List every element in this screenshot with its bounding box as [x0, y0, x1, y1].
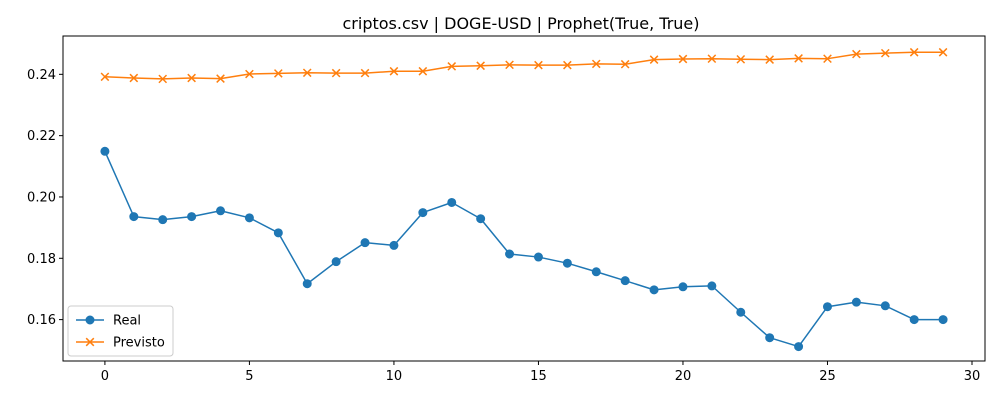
data-point-previsto: [707, 54, 717, 64]
data-point-previsto: [736, 54, 746, 64]
series-previsto: [100, 47, 948, 84]
data-point-real: [880, 301, 890, 311]
x-tick-label: 30: [964, 369, 981, 384]
x-tick-label: 20: [675, 369, 692, 384]
data-point-previsto: [563, 60, 572, 70]
data-point-real: [389, 240, 399, 250]
data-point-real: [765, 333, 775, 343]
data-point-real: [505, 249, 515, 259]
data-point-real: [100, 146, 110, 156]
legend-box: [67, 305, 174, 357]
x-tick-label: 0: [101, 369, 109, 384]
y-tick-label: 0.18: [27, 252, 56, 267]
data-point-previsto: [534, 60, 543, 70]
data-point-previsto: [938, 47, 948, 57]
axes: 0 5 10 15 20 25 30 0.16 0.18 0.20 0.22 0.24: [27, 35, 986, 384]
data-point-previsto: [187, 73, 196, 83]
data-point-real: [736, 307, 746, 317]
legend-marker-previsto: [85, 337, 95, 347]
data-point-real: [360, 238, 370, 248]
data-point-previsto: [158, 74, 168, 84]
data-point-real: [244, 213, 254, 223]
data-point-previsto: [765, 55, 775, 64]
data-point-previsto: [273, 69, 283, 78]
series-line-previsto: [104, 51, 944, 80]
data-point-real: [649, 285, 659, 295]
data-point-previsto: [389, 66, 399, 76]
data-point-real: [707, 281, 717, 291]
data-point-previsto: [216, 74, 225, 83]
data-point-previsto: [678, 54, 688, 64]
data-point-real: [158, 215, 168, 225]
x-tick-label: 25: [819, 369, 836, 384]
series-line-real: [104, 150, 944, 348]
data-point-previsto: [620, 59, 630, 69]
x-tick-label: 5: [245, 369, 253, 384]
y-tick-label: 0.16: [27, 313, 56, 328]
legend-label-previsto: Previsto: [113, 336, 165, 351]
data-point-previsto: [129, 73, 139, 83]
data-point-previsto: [100, 72, 110, 82]
data-point-previsto: [245, 69, 254, 79]
data-point-real: [533, 252, 543, 262]
data-point-real: [591, 267, 601, 277]
data-point-previsto: [823, 54, 832, 64]
legend-item-real: Real: [76, 314, 141, 329]
data-point-real: [678, 282, 688, 292]
x-tick-label: 15: [530, 369, 547, 384]
y-tick-label: 0.22: [27, 129, 56, 144]
data-point-previsto: [880, 48, 890, 58]
data-point-real: [447, 197, 457, 207]
data-point-previsto: [649, 55, 659, 64]
data-point-previsto: [360, 68, 370, 78]
legend-item-previsto: Previsto: [76, 336, 165, 351]
data-point-previsto: [302, 68, 312, 78]
data-point-real: [851, 297, 861, 307]
data-point-real: [562, 258, 572, 268]
data-point-real: [331, 257, 341, 267]
data-point-real: [187, 212, 197, 222]
series-group: [100, 47, 948, 352]
data-point-previsto: [331, 68, 341, 78]
y-tick-label: 0.24: [27, 68, 56, 83]
data-point-previsto: [447, 62, 457, 71]
legend: Real Previsto: [67, 305, 174, 357]
y-tick-label: 0.20: [27, 190, 56, 205]
legend-label-real: Real: [113, 314, 141, 329]
data-point-previsto: [591, 59, 601, 69]
data-point-real: [938, 315, 948, 325]
chart-title: criptos.csv | DOGE-USD | Prophet(True, T…: [343, 14, 700, 33]
data-point-real: [302, 279, 312, 289]
data-point-previsto: [794, 54, 803, 63]
x-tick-label: 10: [386, 369, 403, 384]
data-point-previsto: [505, 60, 514, 70]
legend-marker-real: [85, 315, 95, 325]
data-point-real: [476, 214, 486, 224]
data-point-real: [129, 212, 139, 222]
data-point-previsto: [418, 66, 428, 76]
data-point-real: [418, 208, 428, 218]
data-point-previsto: [909, 47, 919, 57]
data-point-real: [273, 228, 283, 238]
data-point-real: [794, 342, 804, 352]
plot-frame: [62, 35, 986, 362]
data-point-real: [620, 276, 630, 286]
data-point-real: [909, 315, 919, 325]
data-point-real: [216, 206, 226, 216]
data-point-previsto: [476, 61, 485, 71]
data-point-real: [822, 302, 832, 312]
series-real: [100, 146, 948, 352]
data-point-previsto: [852, 49, 861, 59]
